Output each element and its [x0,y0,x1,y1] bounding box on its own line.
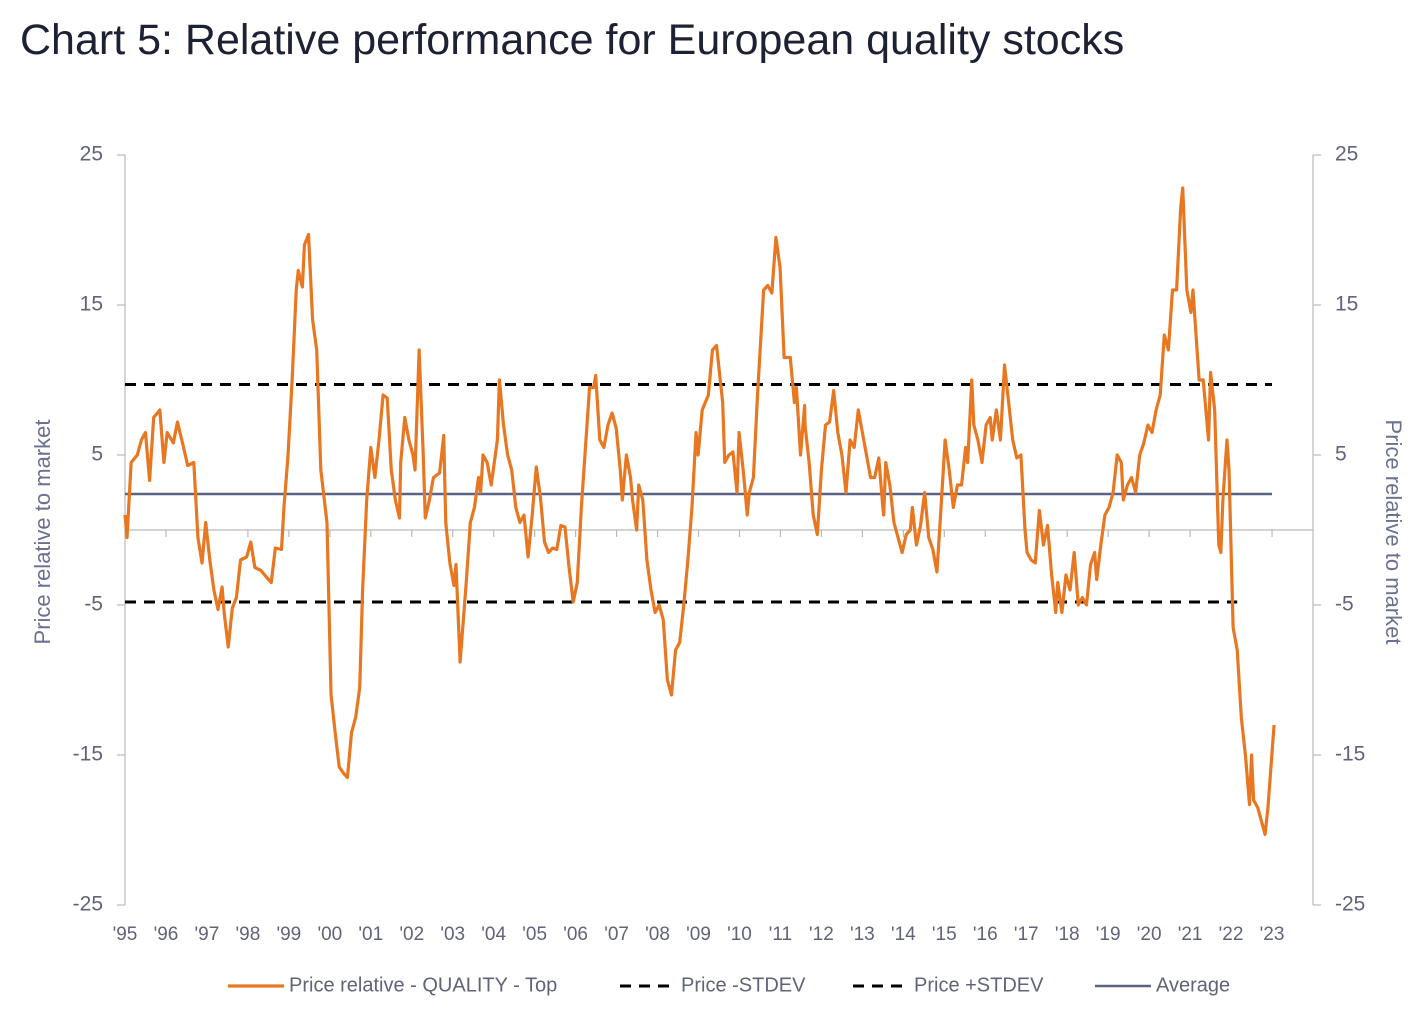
x-tick-label: '18 [1055,924,1080,945]
legend-label: Price relative - QUALITY - Top [289,974,557,996]
x-tick-label: '07 [604,924,629,945]
x-tick-label: '20 [1137,924,1162,945]
x-tick-label: '04 [481,924,506,945]
x-tick-label: '01 [358,924,383,945]
x-tick-label: '03 [440,924,465,945]
x-tick-label: '95 [113,924,138,945]
x-tick-label: '02 [399,924,424,945]
y2-tick-label: 25 [1335,143,1358,166]
x-tick-label: '00 [317,924,342,945]
series-line [123,186,1276,837]
x-tick-label: '99 [276,924,301,945]
y-tick-label: -5 [84,593,103,616]
legend-label: Average [1156,974,1230,996]
x-tick-label: '05 [522,924,547,945]
x-tick-label: '12 [809,924,834,945]
y2-tick-label: 15 [1335,293,1358,316]
x-tick-label: '23 [1260,924,1285,945]
y-tick-label: -25 [73,893,103,916]
y2-tick-label: -25 [1335,893,1365,916]
x-tick-label: '16 [973,924,998,945]
x-tick-label: '98 [236,924,261,945]
x-tick-label: '09 [686,924,711,945]
chart-title: Chart 5: Relative performance for Europe… [20,16,1124,64]
y-tick-label: -15 [73,743,103,766]
y2-tick-label: -5 [1335,593,1354,616]
x-tick-label: '06 [563,924,588,945]
x-tick-label: '97 [195,924,220,945]
y2-tick-label: 5 [1335,443,1347,466]
y-tick-label: 15 [80,293,103,316]
x-tick-label: '21 [1178,924,1203,945]
x-tick-label: '96 [154,924,179,945]
x-tick-label: '14 [891,924,916,945]
legend-label: Price +STDEV [914,974,1044,996]
x-tick-label: '11 [769,924,792,945]
x-tick-label: '13 [850,924,875,945]
x-tick-label: '22 [1219,924,1244,945]
y2-tick-label: -15 [1335,743,1365,766]
legend-label: Price -STDEV [681,974,806,996]
y-axis-label: Price relative to market [30,420,55,645]
y-tick-label: 25 [80,143,103,166]
y-tick-label: 5 [91,443,103,466]
x-tick-label: '15 [932,924,957,945]
x-tick-label: '10 [727,924,752,945]
y2-axis-label: Price relative to market [1381,420,1406,645]
x-tick-label: '17 [1014,924,1039,945]
x-tick-label: '19 [1096,924,1121,945]
x-tick-label: '08 [645,924,670,945]
